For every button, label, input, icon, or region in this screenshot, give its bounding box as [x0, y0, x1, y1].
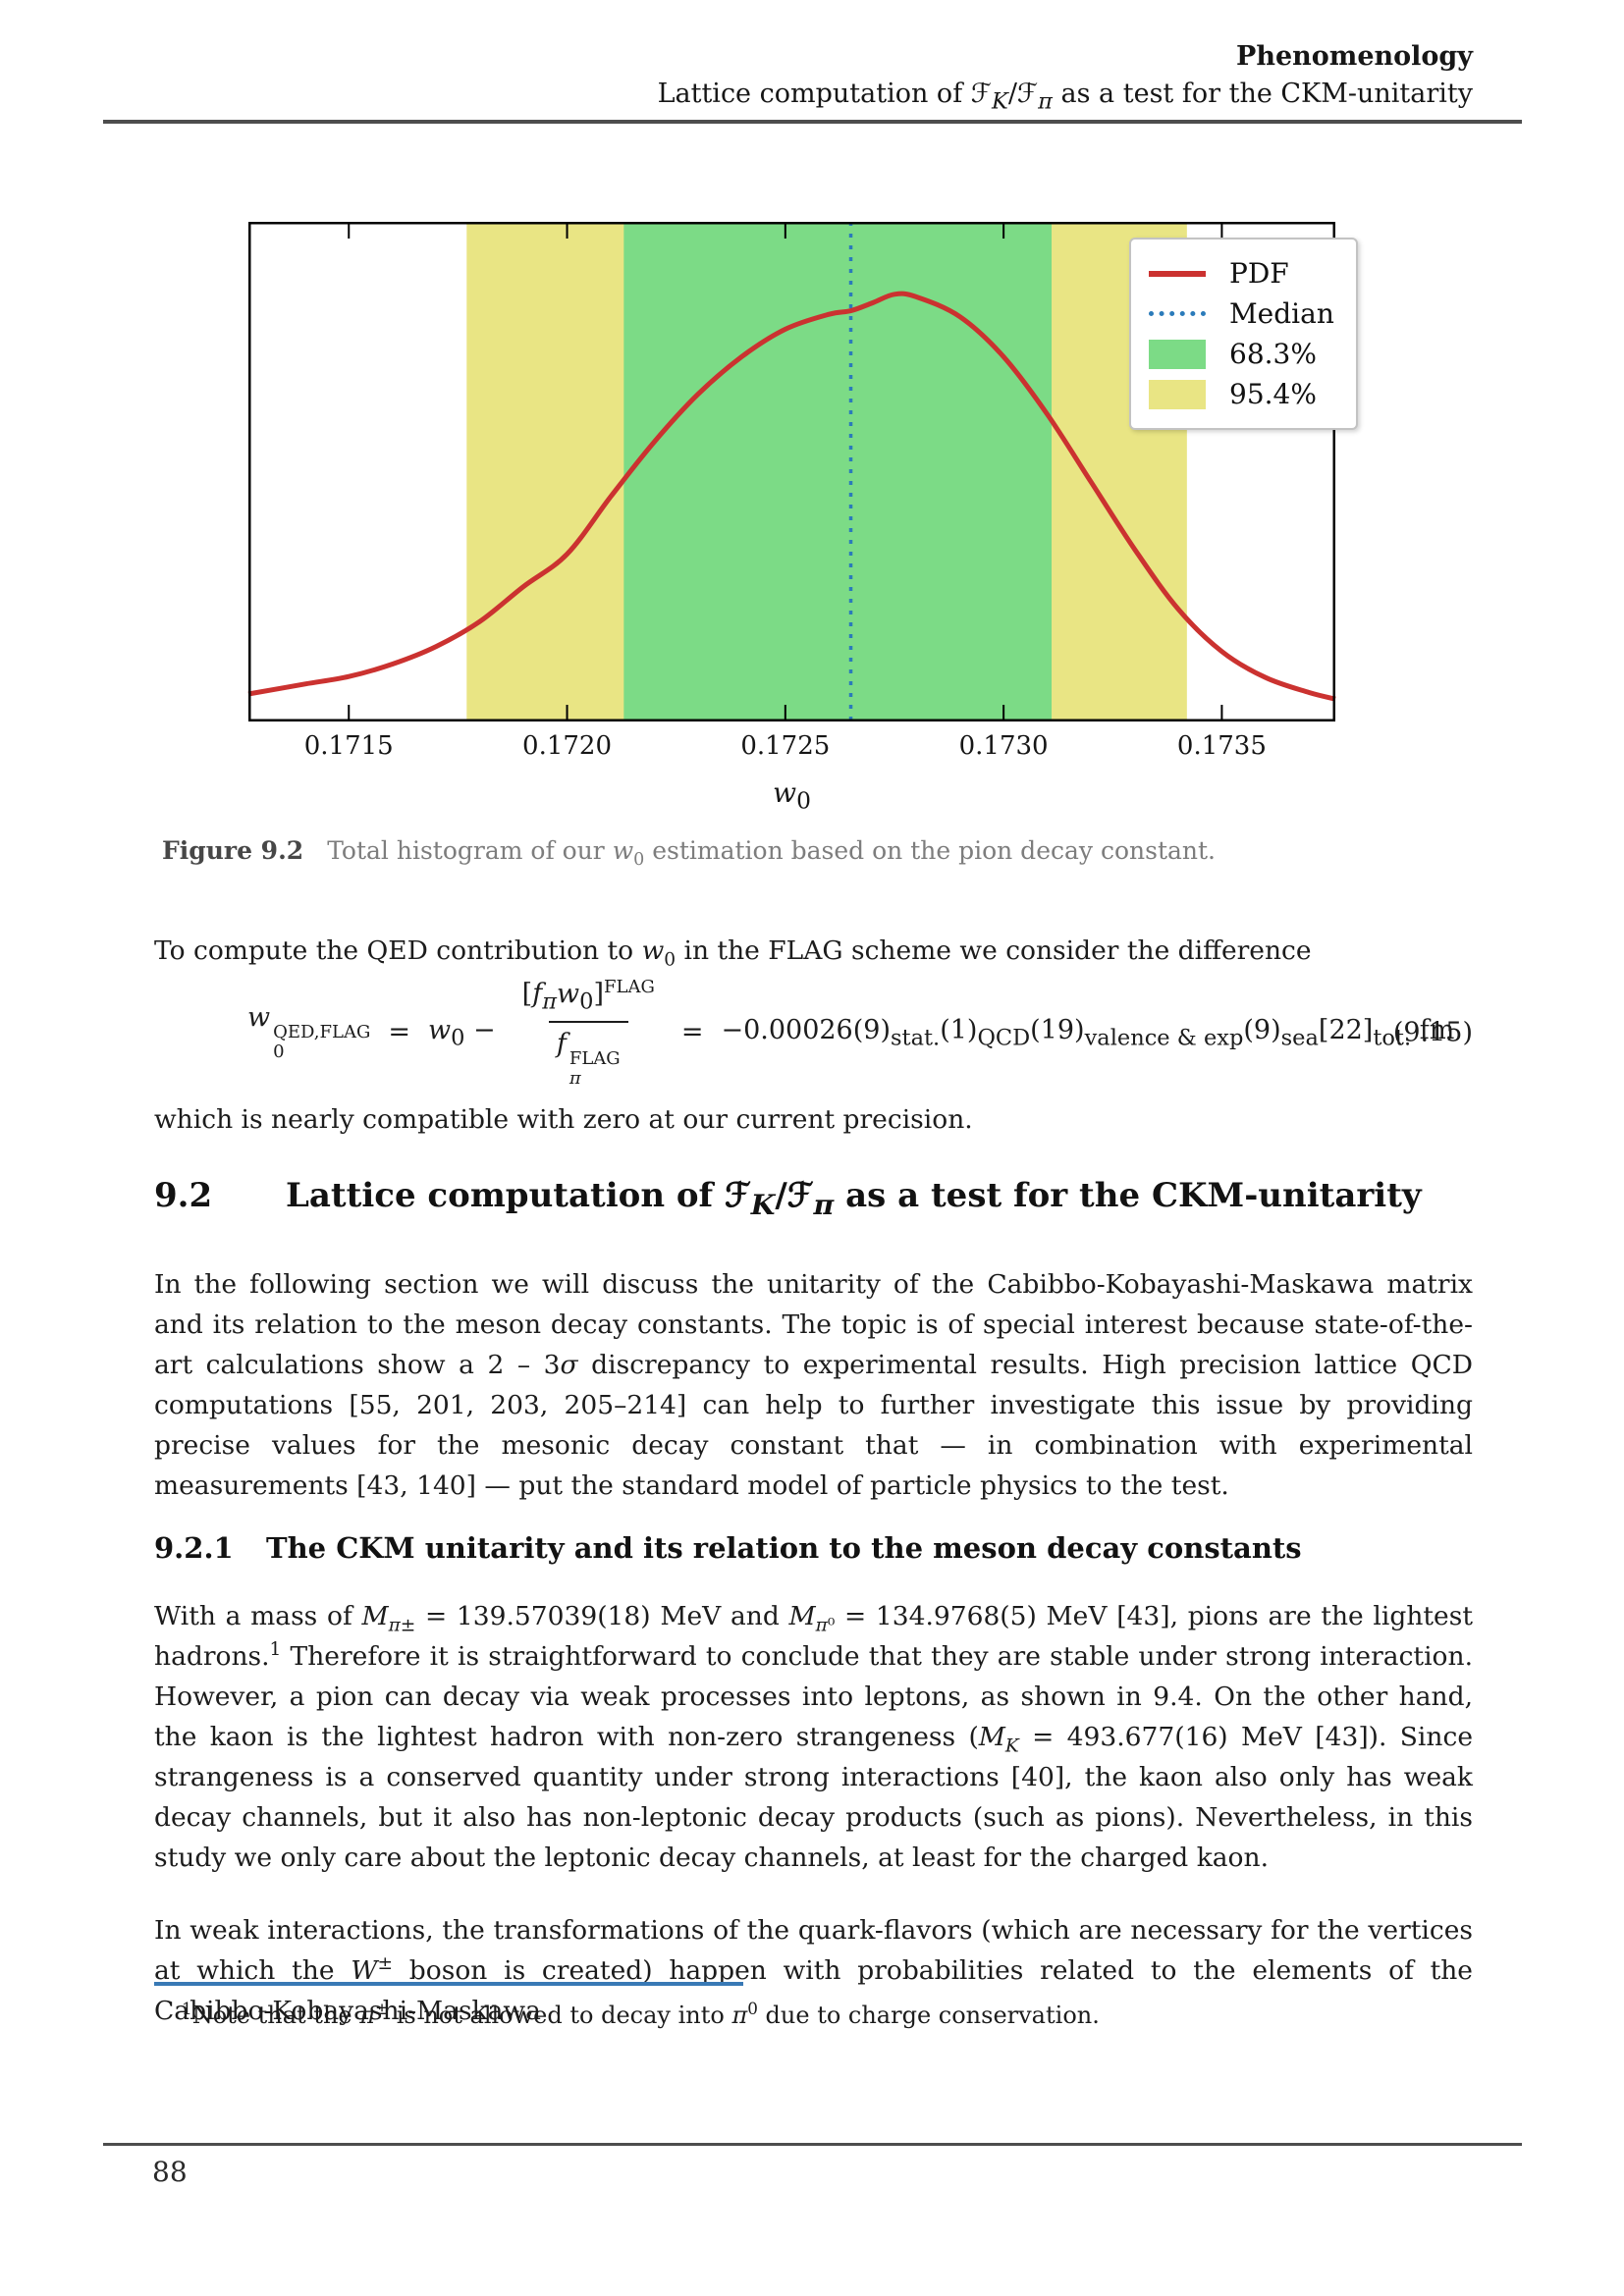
equation-body: w QED,FLAG 0 = w0 − [fπw0]FLAG f FLAG π = −0… [239, 977, 1463, 1089]
eq-fraction-numerator: [fπw0]FLAG [521, 977, 655, 1015]
plot-border [248, 222, 1335, 721]
x-axis-tick-label: 0.1735 [1176, 731, 1267, 761]
legend-label: Median [1229, 297, 1334, 330]
section-title: Lattice computation of ℱK/ℱπ as a test f… [286, 1176, 1422, 1221]
footnote-1: 1Note that the π± is not allowed to deca… [182, 1999, 1100, 2029]
legend-label: 68.3% [1229, 338, 1317, 370]
x-axis-label: w0 [773, 776, 811, 815]
paragraph-ckm-2: In weak interactions, the transformation… [154, 1915, 1473, 2026]
legend-label: PDF [1229, 257, 1289, 290]
paragraph-qed-outro: which is nearly compatible with zero at … [154, 1104, 973, 1135]
paragraph-section-9-2: In the following section we will discuss… [154, 1269, 1473, 1501]
page-number: 88 [152, 2156, 188, 2188]
eq-equals-1: = [388, 1017, 410, 1048]
legend-dotted-swatch [1149, 311, 1206, 316]
section-heading-9-2: 9.2 Lattice computation of ℱK/ℱπ as a te… [154, 1176, 1529, 1221]
header-chapter: Phenomenology [1236, 41, 1473, 72]
equation-9-15: w QED,FLAG 0 = w0 − [fπw0]FLAG f FLAG π = −0… [154, 972, 1473, 1094]
eq-lhs: w QED,FLAG 0 [247, 1002, 371, 1063]
figure-caption: Figure 9.2 Total histogram of our w0 esti… [162, 836, 1438, 870]
chart-legend: PDF Median 68.3% 95.4% [1129, 238, 1358, 430]
eq-fraction-denominator: f FLAG π [548, 1020, 628, 1089]
subsection-number: 9.2.1 [154, 1531, 234, 1565]
header-section-title: Lattice computation of ℱK/ℱπ as a test f… [657, 79, 1473, 115]
paragraph-qed-intro: To compute the QED contribution to w0 in… [154, 935, 1312, 971]
legend-item-median: Median [1149, 294, 1334, 334]
figure-9-2-chart: w0 PDF Median 68.3% 95.4% 0.1715 0.1720 0.172… [247, 222, 1358, 815]
eq-equals-2: = [680, 1017, 704, 1048]
eq-mid: w0 − [427, 1014, 496, 1051]
x-axis-tick-label: 0.1725 [740, 731, 831, 761]
eq-fraction: [fπw0]FLAG f FLAG π [514, 977, 663, 1089]
x-axis-tick-label: 0.1715 [303, 731, 394, 761]
paragraph-ckm-1: With a mass of Mπ± = 139.57039(18) MeV a… [154, 1601, 1473, 1873]
legend-label: 95.4% [1229, 378, 1317, 410]
legend-patch-swatch [1149, 339, 1206, 369]
pdf-curve [247, 291, 1336, 702]
legend-item-95-4-: 95.4% [1149, 374, 1334, 414]
w0-distribution-plot [247, 222, 1336, 721]
header-rule [103, 120, 1522, 124]
section-number: 9.2 [154, 1176, 213, 1215]
eq-result: −0.00026(9)stat.(1)QCD(19)valence & exp(… [721, 1014, 1455, 1051]
footnote-rule [154, 1982, 743, 1986]
legend-item-pdf: PDF [1149, 253, 1334, 294]
band-68-region [623, 222, 1053, 721]
figure-caption-text: Total histogram of our w0 estimation bas… [327, 836, 1216, 870]
subsection-title: The CKM unitarity and its relation to th… [266, 1531, 1302, 1565]
x-axis-tick-label: 0.1720 [522, 731, 613, 761]
figure-caption-label: Figure 9.2 [162, 836, 304, 865]
subsection-heading-9-2-1: 9.2.1 The CKM unitarity and its relation… [154, 1531, 1529, 1565]
legend-line-swatch [1149, 270, 1206, 277]
legend-item-68-3-: 68.3% [1149, 334, 1334, 374]
equation-number: (9.15) [1392, 1017, 1473, 1048]
footer-rule [103, 2143, 1522, 2146]
legend-patch-swatch [1149, 379, 1206, 409]
x-axis-tick-label: 0.1730 [958, 731, 1049, 761]
